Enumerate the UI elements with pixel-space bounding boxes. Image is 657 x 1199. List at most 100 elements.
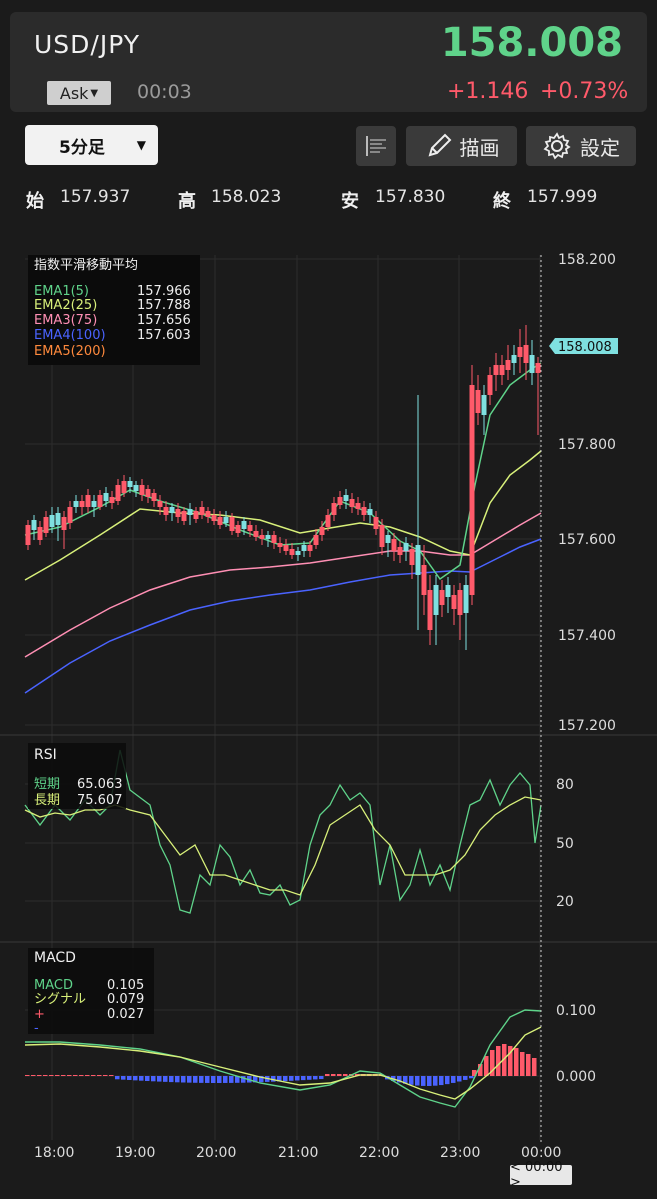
chart-area[interactable]: 158.200 157.800 157.600 157.400 157.200 … bbox=[0, 245, 657, 1165]
price-change: +1.146 bbox=[447, 79, 529, 104]
candle-body bbox=[73, 501, 79, 507]
rsi-tick: 20 bbox=[556, 894, 574, 910]
candle-body bbox=[427, 590, 433, 630]
candle-body bbox=[271, 535, 277, 543]
macd-bar bbox=[85, 1075, 90, 1076]
rsi-long-label: 長期 bbox=[34, 793, 60, 808]
macd-bar bbox=[451, 1076, 456, 1083]
plus-value: 0.027 bbox=[107, 1007, 144, 1022]
rsi-legend bbox=[28, 743, 126, 809]
macd-bar bbox=[445, 1076, 450, 1085]
candle-body bbox=[457, 590, 463, 615]
macd-bar bbox=[235, 1076, 240, 1083]
macd-bar bbox=[433, 1076, 438, 1086]
bid-ask-label: Ask bbox=[59, 83, 89, 103]
macd-bar bbox=[253, 1076, 258, 1083]
ema-legend-title: 指数平滑移動平均 bbox=[34, 258, 138, 273]
candle-body bbox=[85, 495, 91, 507]
settings-button[interactable]: 設定 bbox=[526, 126, 636, 166]
rsi-title: RSI bbox=[34, 747, 57, 763]
candlesticks bbox=[25, 325, 541, 650]
candle-body bbox=[313, 535, 319, 545]
macd-bar bbox=[151, 1076, 156, 1082]
bid-ask-select[interactable]: Ask ▼ bbox=[47, 81, 111, 105]
macd-bar bbox=[496, 1046, 501, 1076]
signal-line bbox=[24, 1026, 542, 1100]
candle-body bbox=[391, 539, 397, 551]
macd-bar bbox=[307, 1076, 312, 1080]
candle-body bbox=[199, 507, 205, 515]
candle-body bbox=[481, 395, 487, 415]
macd-bar bbox=[514, 1048, 519, 1076]
y-tick: 157.400 bbox=[558, 628, 616, 644]
quote-panel bbox=[10, 12, 647, 112]
candle-body bbox=[475, 390, 481, 413]
chevron-down-icon: ▼ bbox=[136, 138, 146, 152]
ema-lines bbox=[24, 362, 542, 694]
macd-bar bbox=[193, 1076, 198, 1083]
macd-bar bbox=[301, 1076, 306, 1081]
candle-body bbox=[55, 513, 61, 525]
open-label: 始 bbox=[26, 191, 44, 212]
ema1-line bbox=[24, 362, 542, 581]
ema1-label: EMA1(5) bbox=[34, 284, 89, 299]
candle-body bbox=[265, 535, 271, 539]
macd-bar bbox=[484, 1056, 489, 1076]
candle-body bbox=[229, 517, 235, 531]
timeframe-select[interactable]: 5分足 ▼ bbox=[25, 125, 158, 165]
chart-list-button[interactable] bbox=[356, 126, 396, 166]
candle-body bbox=[205, 511, 211, 517]
cursor-time-label[interactable]: < 00:00 > bbox=[510, 1160, 572, 1190]
macd-bar bbox=[313, 1076, 318, 1080]
macd-bar bbox=[520, 1052, 525, 1076]
macd-bar bbox=[469, 1076, 474, 1079]
rsi-long-value: 75.607 bbox=[77, 793, 123, 808]
candle-body bbox=[295, 551, 301, 555]
update-timer: 00:03 bbox=[137, 81, 192, 103]
candle-body bbox=[463, 585, 469, 613]
candle-body bbox=[529, 355, 535, 373]
candle-body bbox=[367, 509, 373, 515]
rsi-short-line bbox=[24, 749, 542, 914]
macd-bar bbox=[199, 1076, 204, 1083]
macd-bar bbox=[478, 1064, 483, 1076]
candle-body bbox=[241, 521, 247, 529]
candle-body bbox=[421, 565, 427, 595]
candle-body bbox=[433, 585, 439, 615]
settings-label: 設定 bbox=[580, 135, 620, 160]
currency-pair: USD/JPY bbox=[34, 30, 141, 59]
candle-body bbox=[325, 515, 331, 527]
ema-legend bbox=[28, 255, 200, 365]
candle-body bbox=[235, 525, 241, 533]
candle-body bbox=[97, 495, 103, 507]
macd-bar bbox=[49, 1075, 54, 1076]
macd-bar bbox=[427, 1076, 432, 1086]
macd-bar bbox=[67, 1075, 72, 1076]
macd-bar bbox=[79, 1075, 84, 1076]
candle-body bbox=[259, 535, 265, 539]
macd-bar bbox=[25, 1075, 30, 1076]
candle-body bbox=[223, 517, 229, 523]
draw-button[interactable]: 描画 bbox=[406, 126, 517, 166]
macd-bar bbox=[145, 1076, 150, 1081]
x-tick: 18:00 bbox=[34, 1145, 74, 1161]
candle-body bbox=[217, 517, 223, 525]
candle-body bbox=[517, 347, 523, 357]
macd-bar bbox=[43, 1075, 48, 1076]
low-label: 安 bbox=[341, 191, 359, 212]
ema4-label: EMA4(100) bbox=[34, 328, 106, 343]
macd-bar bbox=[115, 1076, 120, 1080]
macd-bar bbox=[532, 1058, 537, 1076]
candle-body bbox=[247, 525, 253, 531]
candle-body bbox=[163, 507, 169, 515]
minus-label: - bbox=[34, 1021, 39, 1036]
open-value: 157.937 bbox=[60, 187, 131, 207]
x-tick: 20:00 bbox=[196, 1145, 236, 1161]
pencil-icon bbox=[428, 133, 451, 157]
price-tag: 158.008 bbox=[549, 338, 618, 355]
macd-line bbox=[25, 1009, 542, 1108]
candle-body bbox=[415, 545, 421, 575]
candle-body bbox=[535, 363, 541, 373]
macd-legend bbox=[28, 948, 154, 1034]
macd-bar bbox=[319, 1076, 324, 1080]
